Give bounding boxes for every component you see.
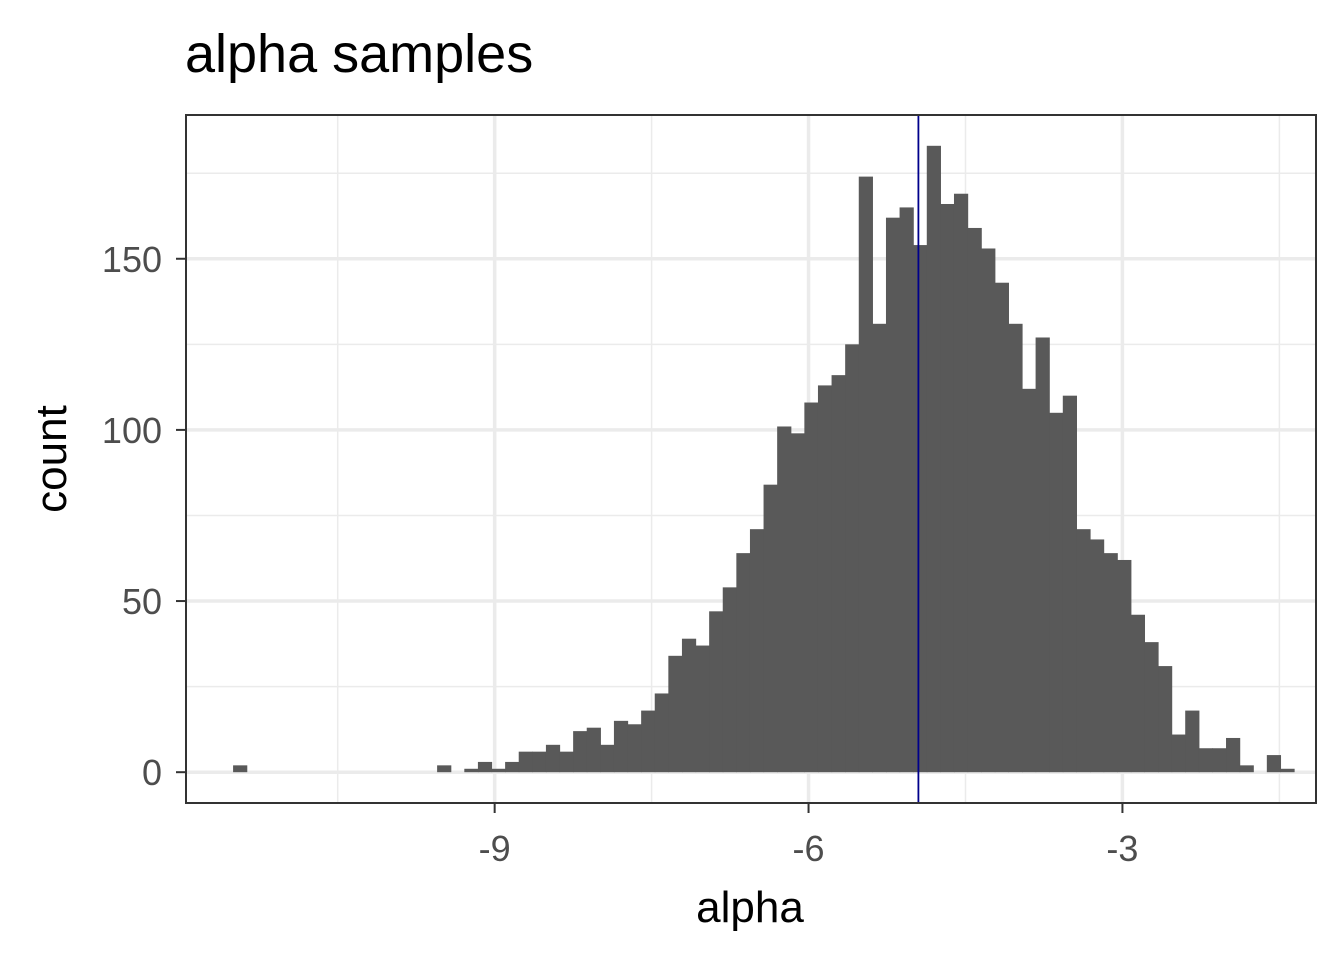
histogram-bar xyxy=(1049,412,1064,773)
y-tick-label: 100 xyxy=(102,410,162,451)
histogram-bar xyxy=(1171,734,1186,773)
histogram-bar xyxy=(477,761,493,773)
histogram-bar xyxy=(600,744,615,773)
histogram-bar xyxy=(641,710,656,773)
histogram-bar xyxy=(1239,765,1254,773)
histogram-bar xyxy=(1103,553,1118,773)
histogram-bar xyxy=(858,176,873,773)
histogram-bar xyxy=(899,207,914,773)
histogram-bar xyxy=(532,751,547,773)
histogram-bar xyxy=(491,768,506,773)
histogram-bar xyxy=(994,282,1009,773)
x-axis-title: alpha xyxy=(696,883,804,932)
y-tick-label: 150 xyxy=(102,239,162,280)
histogram-bar xyxy=(1021,388,1037,773)
histogram-bar xyxy=(1076,529,1091,773)
histogram-bar xyxy=(1185,710,1200,773)
histogram-bar xyxy=(777,426,792,773)
histogram-bar xyxy=(790,433,805,773)
histogram-bar xyxy=(1226,737,1241,773)
x-tick-label: -6 xyxy=(793,828,825,869)
histogram-bar xyxy=(1144,642,1159,773)
histogram-bar xyxy=(1130,614,1146,773)
histogram-bar xyxy=(872,323,887,773)
x-axis-ticks: -9 -6 -3 xyxy=(479,803,1138,869)
histogram-bar xyxy=(1266,755,1282,773)
y-axis-title: count xyxy=(27,405,76,513)
histogram-bar xyxy=(586,727,601,773)
histogram-bar xyxy=(668,655,683,773)
histogram-bar xyxy=(967,227,982,773)
histogram-bar xyxy=(545,744,561,773)
histogram-bar xyxy=(1062,395,1077,773)
chart-title: alpha samples xyxy=(185,24,533,84)
histogram-bar xyxy=(437,765,452,773)
histogram-bar xyxy=(913,245,928,773)
histogram-bar xyxy=(233,765,248,773)
panel-border xyxy=(185,114,1317,804)
histogram-bar xyxy=(695,645,710,773)
histogram-bar xyxy=(654,693,669,773)
histogram-bar xyxy=(613,720,629,773)
histogram-bar xyxy=(505,761,520,773)
histogram-bars xyxy=(233,145,1295,773)
histogram-bar xyxy=(1280,768,1295,773)
histogram-bar xyxy=(845,344,860,773)
histogram-bar xyxy=(1117,559,1132,773)
histogram-bar xyxy=(981,248,996,773)
x-tick-label: -9 xyxy=(479,828,511,869)
histogram-bar xyxy=(559,751,574,773)
histogram-bar xyxy=(736,553,751,773)
histogram-bar xyxy=(518,751,533,773)
histogram-bar xyxy=(1212,748,1227,773)
x-tick-label: -3 xyxy=(1106,828,1138,869)
histogram-bar xyxy=(1158,666,1173,773)
histogram-bar xyxy=(953,193,969,773)
histogram-bar xyxy=(940,203,955,773)
histogram-bar xyxy=(885,217,901,773)
histogram-bar xyxy=(1008,323,1023,773)
histogram-bar xyxy=(926,145,941,773)
histogram-bar xyxy=(709,611,724,773)
histogram-bar xyxy=(573,731,588,773)
histogram-bar xyxy=(763,484,778,773)
histogram-bar xyxy=(464,768,479,773)
histogram-bar xyxy=(817,385,833,773)
histogram-bar xyxy=(627,724,642,773)
histogram-bar xyxy=(722,587,737,773)
histogram-bar xyxy=(749,529,765,773)
histogram-bar xyxy=(681,638,697,773)
y-tick-label: 50 xyxy=(122,581,162,622)
histogram-bar xyxy=(1035,337,1050,773)
y-tick-label: 0 xyxy=(142,752,162,793)
histogram-bar xyxy=(1198,748,1214,773)
histogram-bar xyxy=(831,375,846,773)
y-axis-ticks: 0 50 100 150 xyxy=(102,239,186,793)
histogram-bar xyxy=(1090,539,1105,773)
histogram-bar xyxy=(804,402,819,773)
